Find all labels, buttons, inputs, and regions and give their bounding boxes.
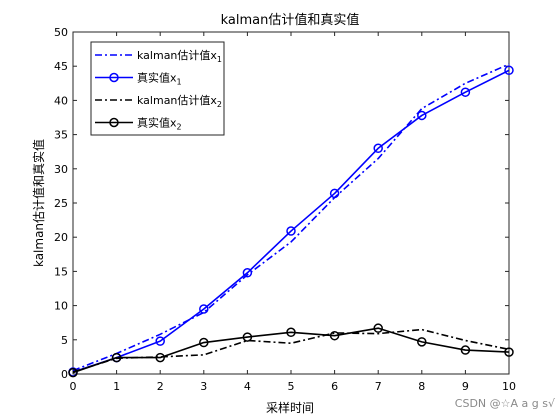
legend-swatch-marker	[109, 72, 119, 83]
data-point	[286, 226, 296, 236]
legend-entry: 真实值x2	[95, 116, 182, 132]
data-point	[329, 330, 340, 341]
y-tick-label: 15	[54, 265, 68, 278]
chart-title: kalman估计值和真实值	[221, 12, 360, 28]
data-point	[242, 332, 253, 342]
x-tick-label: 10	[502, 380, 516, 393]
y-tick-label: 25	[54, 197, 68, 210]
y-tick-label: 20	[54, 231, 68, 244]
series-line	[72, 69, 510, 373]
series-4	[68, 323, 514, 378]
series-layer	[68, 63, 514, 378]
legend-label-subscript: 1	[177, 78, 182, 87]
legend-label-name: 真实值x	[137, 116, 177, 130]
data-point	[199, 304, 209, 314]
legend-box	[90, 41, 225, 136]
series-1	[72, 63, 510, 372]
x-tick-label: 7	[375, 380, 382, 393]
legend-label: 真实值x2	[137, 116, 182, 132]
data-point	[417, 337, 427, 347]
x-tick-label: 3	[200, 380, 207, 393]
x-tick-label: 0	[70, 380, 77, 393]
legend-entry: kalman估计值x1	[95, 49, 222, 64]
legend-label-name: kalman估计值x	[137, 49, 217, 62]
y-tick-label: 45	[54, 60, 68, 73]
legend-label-subscript: 1	[217, 55, 222, 64]
y-tick-label: 5	[61, 334, 68, 347]
x-tick-label: 2	[157, 380, 164, 393]
data-point	[460, 345, 471, 355]
legend-label-name: kalman估计值x	[137, 94, 217, 107]
data-point	[329, 188, 340, 199]
x-tick-label: 1	[113, 380, 120, 393]
x-tick-label: 9	[462, 380, 469, 393]
x-axis-label: 采样时间	[266, 400, 314, 415]
y-tick-label: 10	[54, 300, 68, 313]
series-line	[72, 63, 510, 372]
y-tick-label: 50	[54, 26, 68, 39]
legend-label: 真实值x1	[137, 71, 182, 87]
data-point	[155, 352, 165, 363]
x-tick-label: 8	[418, 380, 425, 393]
data-point	[417, 110, 427, 121]
legend-label-subscript: 2	[177, 123, 182, 132]
y-axis-label: kalman估计值和真实值	[31, 139, 46, 267]
data-point	[460, 87, 471, 97]
x-tick-label: 4	[244, 380, 251, 393]
x-tick-label: 5	[288, 380, 295, 393]
x-tick-label: 6	[331, 380, 338, 393]
legend-swatch-marker	[109, 117, 119, 128]
y-tick-label: 0	[61, 368, 68, 381]
data-point	[286, 327, 296, 338]
legend-entry: kalman估计值x2	[95, 94, 222, 109]
data-point	[504, 65, 514, 76]
data-point	[155, 336, 165, 346]
watermark-text: CSDN @☆A a g s√	[455, 397, 556, 410]
data-point	[373, 323, 383, 333]
y-tick-label: 40	[54, 94, 68, 107]
data-point	[242, 268, 253, 278]
data-point	[68, 367, 78, 378]
legend-label-name: 真实值x	[137, 71, 177, 85]
y-tick-label: 35	[54, 129, 68, 142]
data-point	[199, 337, 209, 348]
data-point	[111, 352, 122, 363]
series-line	[72, 327, 510, 374]
legend-entry: 真实值x1	[95, 71, 182, 87]
legend-label: kalman估计值x1	[137, 49, 222, 64]
legend-label-subscript: 2	[217, 100, 222, 109]
legend-label: kalman估计值x2	[137, 94, 222, 109]
y-tick-label: 30	[54, 163, 68, 176]
data-point	[504, 347, 514, 357]
data-point	[373, 143, 383, 154]
